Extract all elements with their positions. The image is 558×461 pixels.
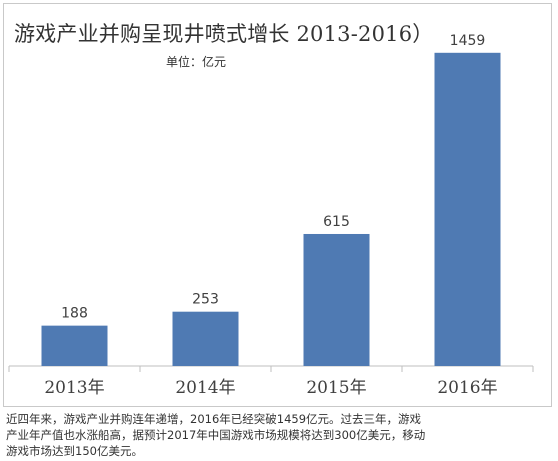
bar-2015年 — [303, 233, 370, 366]
category-label: 2013年 — [44, 378, 104, 398]
unit-label: 单位：亿元 — [166, 55, 227, 69]
category-label: 2016年 — [437, 378, 497, 398]
data-labels-group: 188 253 615 1459 — [61, 33, 485, 322]
data-label: 253 — [192, 292, 219, 308]
x-axis-ticks — [8, 366, 534, 372]
data-label: 615 — [323, 214, 350, 230]
category-labels-group: 2013年 2014年 2015年 2016年 — [44, 378, 497, 398]
category-label: 2014年 — [175, 378, 235, 398]
bars-group — [41, 52, 501, 367]
category-label: 2015年 — [306, 378, 366, 398]
bar-2014年 — [172, 311, 239, 366]
data-label: 1459 — [450, 33, 486, 49]
bar-2016年 — [434, 52, 501, 367]
caption-text: 近四年来，游戏产业并购连年递增，2016年已经突破1459亿元。过去三年，游戏 … — [6, 411, 554, 459]
bar-chart: 188 253 615 1459 2013年 2014年 2015年 2016年 — [8, 33, 534, 398]
data-label: 188 — [61, 306, 88, 322]
bar-2013年 — [41, 325, 108, 366]
caption-line-3: 游戏市场达到150亿美元。 — [6, 444, 143, 458]
caption-line-2: 产业年产值也水涨船高，据预计2017年中国游戏市场规模将达到300亿美元，移动 — [6, 428, 426, 442]
chart-title: 游戏产业并购呈现井喷式增长 2013-2016） — [14, 22, 434, 46]
caption-line-1: 近四年来，游戏产业并购连年递增，2016年已经突破1459亿元。过去三年，游戏 — [6, 412, 422, 426]
